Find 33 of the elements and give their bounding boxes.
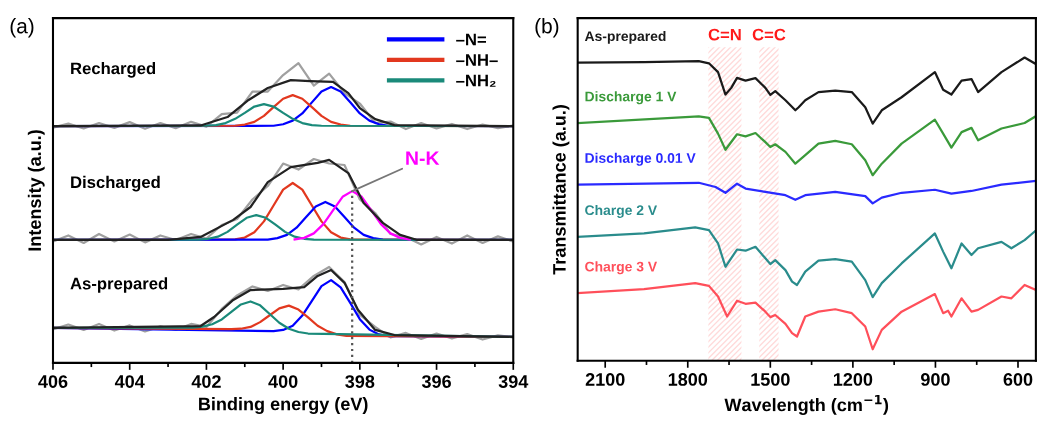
legend-label: –N= [456, 33, 487, 46]
series-label: As-prepared [584, 30, 666, 44]
series-label: Discharge 0.01 V [585, 152, 696, 166]
x-tick-label: 1500 [751, 373, 790, 386]
legend-label: –NH– [456, 54, 498, 66]
x-tick-label: 394 [498, 375, 529, 388]
x-tick-label: 402 [191, 375, 221, 388]
x-tick-label: 900 [921, 373, 950, 386]
x-axis-title: Binding energy (eV) [199, 397, 368, 414]
chart-title: (a) [10, 18, 34, 38]
annotation: Recharged [71, 62, 156, 78]
x-tick-label: 404 [114, 375, 145, 388]
x-tick-label: 396 [421, 375, 451, 388]
y-axis-title: Intensity (a.u.) [27, 130, 45, 251]
y-axis-title: Transmittance (a.u.) [552, 105, 570, 275]
annotation: N-K [406, 151, 440, 165]
x-tick-label: 600 [1003, 373, 1033, 386]
chart-title: (b) [535, 18, 559, 38]
legend-label: –NH₂ [456, 74, 496, 87]
x-tick-label: 406 [38, 375, 68, 388]
band-label: C=N [708, 28, 741, 41]
x-tick-label: 2100 [585, 373, 625, 386]
x-axis-title: Wavelength (cm$^{−1}$) [724, 394, 889, 415]
x-tick-label: 398 [345, 375, 375, 388]
x-tick-label: 1200 [833, 373, 873, 386]
series-label: Discharge 1 V [585, 91, 677, 105]
x-tick-label: 1800 [668, 373, 708, 386]
band-label: C=C [752, 28, 786, 41]
series-label: Charge 2 V [585, 204, 658, 218]
annotation: As-prepared [70, 277, 168, 293]
annotation: Discharged [71, 175, 160, 192]
series-label: Charge 3 V [585, 261, 658, 275]
x-tick-label: 400 [268, 375, 298, 388]
